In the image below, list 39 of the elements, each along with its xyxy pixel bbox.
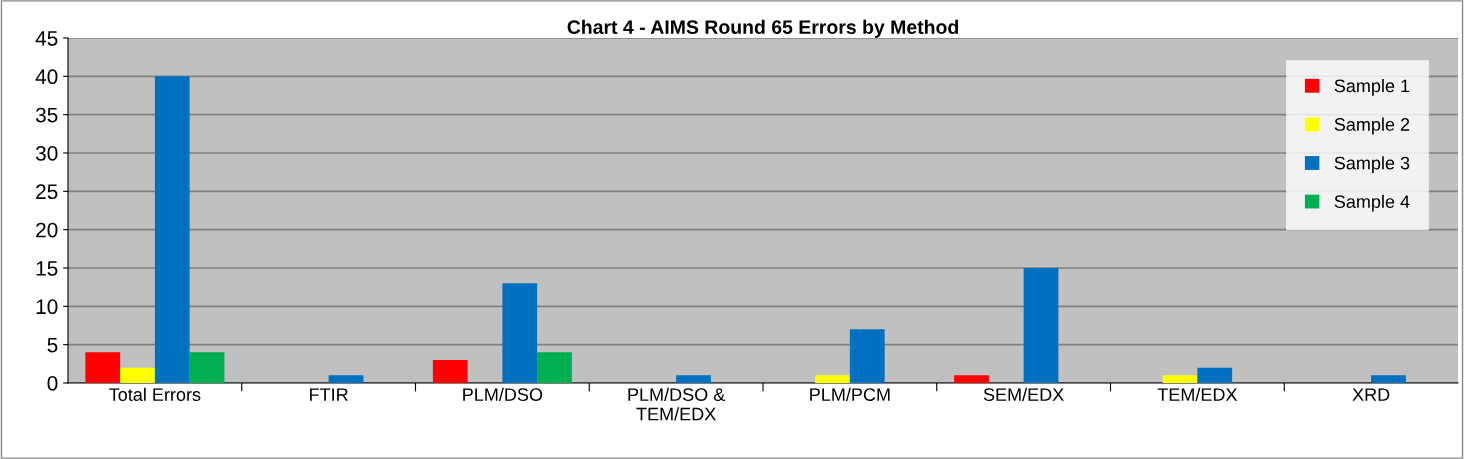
- x-tick-label: PLM/DSO: [463, 387, 543, 401]
- bar: [432, 360, 468, 383]
- y-tick-label: 30: [35, 146, 58, 161]
- x-tick-label: FTIR: [310, 388, 348, 401]
- chart-title: Chart 4 - AIMS Round 65 Errors by Method: [567, 19, 958, 38]
- bar: [1371, 375, 1406, 383]
- legend-label: Sample 4: [1334, 194, 1410, 212]
- bar: [676, 375, 711, 383]
- y-tick-label: 20: [36, 222, 58, 238]
- bar: [1197, 367, 1233, 383]
- bar: [328, 375, 364, 383]
- y-tick-label: 40: [35, 69, 58, 85]
- bar: [1023, 268, 1059, 383]
- bar: [1162, 375, 1198, 383]
- y-tick-label: 10: [36, 299, 58, 315]
- y-tick-label: 15: [36, 261, 58, 276]
- legend-label: Sample 1: [1334, 78, 1410, 96]
- x-tick-label: Total Errors: [109, 387, 201, 401]
- bar: [502, 283, 538, 383]
- y-tick-label: 45: [35, 31, 58, 46]
- x-tick-label: XRD: [1352, 388, 1390, 401]
- legend-label: Sample 3: [1334, 156, 1410, 173]
- y-tick-label: 5: [47, 337, 58, 353]
- x-tick-label: TEM/EDX: [1157, 387, 1238, 401]
- bar: [954, 375, 989, 383]
- y-tick-label: 25: [36, 184, 58, 200]
- bar: [120, 367, 155, 383]
- y-tick-label: 35: [35, 107, 58, 123]
- bar: [189, 352, 225, 383]
- y-tick-label: 0: [47, 376, 58, 391]
- bar: [85, 352, 121, 383]
- bar: [849, 329, 885, 383]
- bar: [154, 76, 190, 383]
- bar: [537, 352, 572, 383]
- x-tick-label: PLM/DSO & TEM/EDX: [628, 387, 726, 421]
- x-tick-label: PLM/PCM: [810, 387, 890, 401]
- bar: [815, 375, 850, 383]
- x-tick-label: SEM/EDX: [983, 387, 1064, 401]
- legend-label: Sample 2: [1334, 117, 1410, 135]
